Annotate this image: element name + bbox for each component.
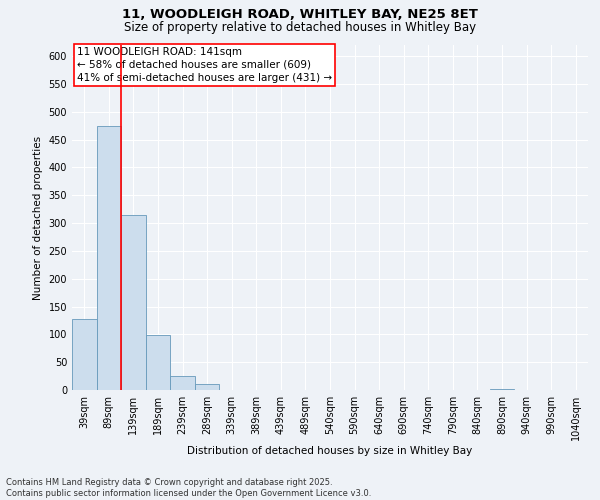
X-axis label: Distribution of detached houses by size in Whitley Bay: Distribution of detached houses by size … (187, 446, 473, 456)
Text: 11, WOODLEIGH ROAD, WHITLEY BAY, NE25 8ET: 11, WOODLEIGH ROAD, WHITLEY BAY, NE25 8E… (122, 8, 478, 20)
Text: Size of property relative to detached houses in Whitley Bay: Size of property relative to detached ho… (124, 21, 476, 34)
Bar (170, 376, 195, 390)
Bar (146, 336, 170, 390)
Bar (195, 384, 220, 390)
Y-axis label: Number of detached properties: Number of detached properties (33, 136, 43, 300)
Bar (121, 214, 146, 390)
Text: 11 WOODLEIGH ROAD: 141sqm
← 58% of detached houses are smaller (609)
41% of semi: 11 WOODLEIGH ROAD: 141sqm ← 58% of detac… (77, 46, 332, 83)
Bar (490, 389, 514, 390)
Bar (97, 126, 121, 390)
Text: Contains HM Land Registry data © Crown copyright and database right 2025.
Contai: Contains HM Land Registry data © Crown c… (6, 478, 371, 498)
Bar (72, 319, 97, 390)
